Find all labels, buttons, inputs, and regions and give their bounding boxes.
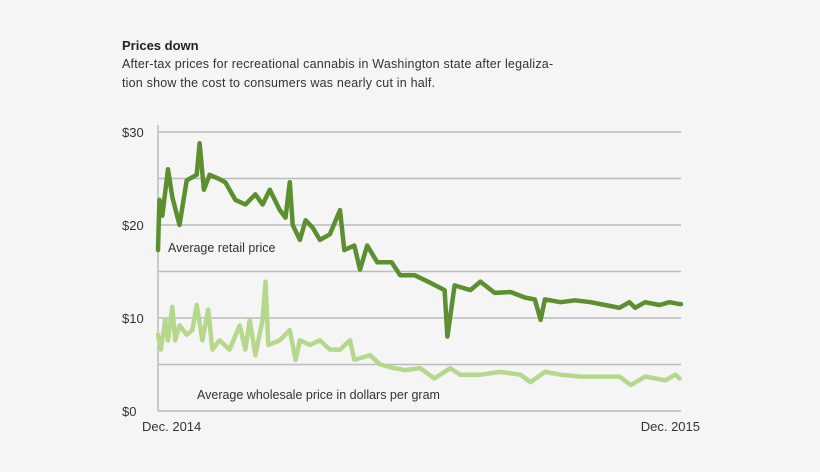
x-tick-label: Dec. 2014 [142,419,201,434]
chart-subtitle-line-2: tion show the cost to consumers was near… [122,76,436,90]
y-tick-label: $0 [122,404,136,419]
x-tick-label: Dec. 2015 [641,419,700,434]
series-line-retail [155,140,684,339]
y-tick-label: $10 [122,311,144,326]
series-label-retail: Average retail price [168,241,276,255]
chart-subtitle-line-1: After-tax prices for recreational cannab… [122,57,554,71]
series-label-wholesale: Average wholesale price in dollars per g… [197,388,440,402]
chart-title: Prices down [122,38,199,53]
y-tick-label: $20 [122,218,144,233]
y-tick-label: $30 [122,125,144,140]
series-line-wholesale [155,279,682,388]
